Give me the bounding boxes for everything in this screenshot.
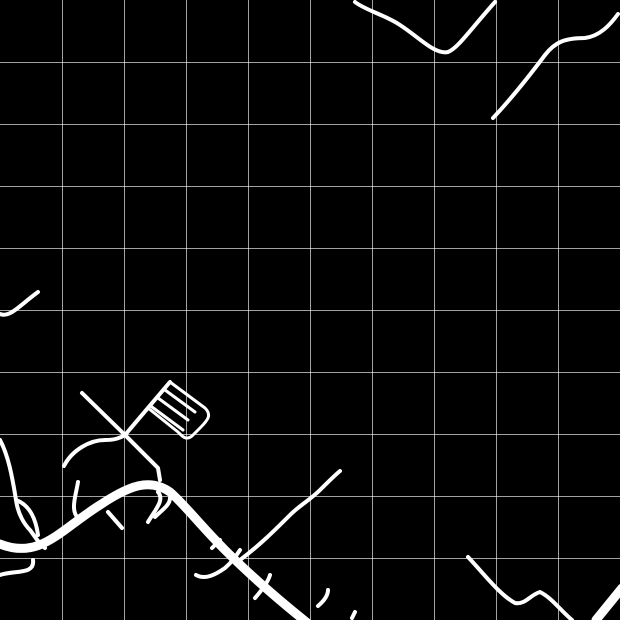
building-outline	[146, 380, 211, 440]
building-hatch-3	[150, 405, 185, 432]
road-south-east[interactable]	[466, 555, 574, 620]
road-west-vertical[interactable]	[0, 438, 47, 550]
road-east-diagonal[interactable]	[238, 469, 342, 562]
road-north-center[interactable]	[353, 0, 497, 55]
building-hatch-1	[156, 396, 190, 422]
building-hatch-2	[163, 388, 197, 414]
road-north-east[interactable]	[491, 12, 620, 120]
major-road-east[interactable]	[591, 583, 620, 620]
major-road[interactable]	[0, 480, 311, 620]
road-south-spur[interactable]	[106, 510, 124, 530]
road-south-east-tick[interactable]	[350, 610, 357, 620]
road-south-bend[interactable]	[146, 490, 163, 524]
road-south-curve[interactable]	[194, 548, 242, 579]
road-west-spur[interactable]	[0, 290, 40, 317]
road-south-east-spur[interactable]	[316, 588, 330, 608]
road-south-tick[interactable]	[210, 538, 222, 550]
road-west-inner[interactable]	[14, 498, 40, 537]
road-southwest[interactable]	[0, 558, 36, 577]
road-west-short[interactable]	[71, 480, 80, 520]
road-diagonal-northwest[interactable]	[80, 391, 162, 482]
road-west-curve[interactable]	[62, 433, 127, 468]
road-south-bend-2[interactable]	[153, 496, 172, 519]
road-south-link[interactable]	[253, 573, 272, 600]
